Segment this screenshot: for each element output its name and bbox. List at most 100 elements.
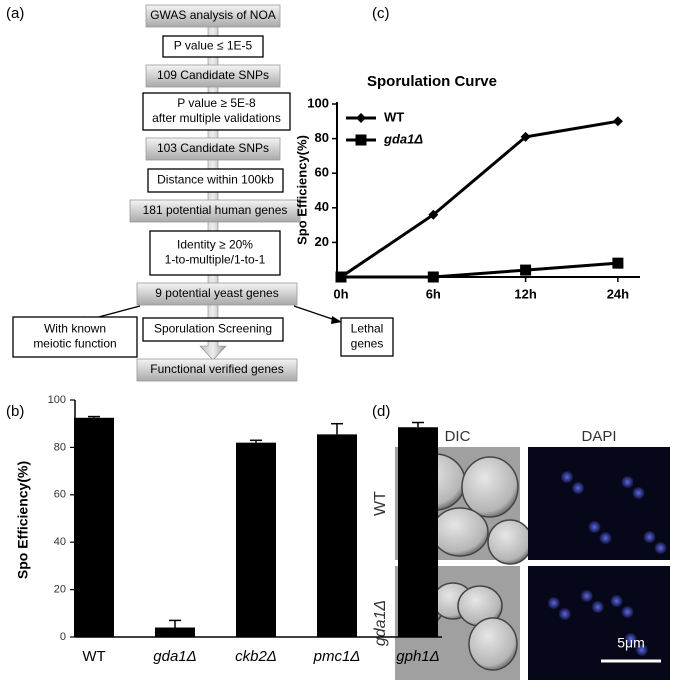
branch-text: With known bbox=[44, 322, 106, 336]
nucleus bbox=[643, 531, 656, 543]
flow-box bbox=[145, 64, 281, 88]
legend-label: gda1Δ bbox=[383, 131, 423, 146]
x-tick-label: gda1Δ bbox=[153, 648, 196, 665]
cell bbox=[431, 507, 489, 557]
y-tick-label: 80 bbox=[315, 130, 329, 145]
flow-box bbox=[145, 4, 281, 28]
flow-box bbox=[142, 317, 284, 342]
nucleus bbox=[561, 471, 573, 483]
flow-box bbox=[142, 92, 291, 131]
nucleus bbox=[621, 476, 634, 488]
x-tick-label: 0h bbox=[333, 286, 348, 301]
branch-text: genes bbox=[351, 337, 384, 351]
flowchart: GWAS analysis of NOA P value ≤ 1E-5 109 Ca… bbox=[12, 4, 394, 382]
y-tick-label: 0 bbox=[60, 631, 66, 643]
flow-text: Identity ≥ 20% bbox=[177, 238, 253, 252]
x-tick-label: 24h bbox=[607, 286, 629, 301]
flow-box bbox=[147, 168, 284, 193]
flow-text: 9 potential yeast genes bbox=[155, 286, 278, 300]
bar bbox=[236, 442, 276, 637]
panel-label: (a) bbox=[6, 5, 24, 22]
branch-text: meiotic function bbox=[33, 337, 116, 351]
nucleus bbox=[599, 532, 612, 544]
point bbox=[612, 257, 624, 269]
flow-box bbox=[136, 282, 298, 306]
bar bbox=[74, 417, 114, 637]
x-tick-label: 12h bbox=[514, 286, 536, 301]
series-line bbox=[341, 261, 619, 279]
cell bbox=[461, 456, 519, 518]
nucleus bbox=[610, 595, 623, 607]
bar bbox=[398, 427, 438, 637]
dapi-image bbox=[528, 566, 670, 680]
flow-text: 181 potential human genes bbox=[143, 203, 288, 217]
y-tick-label: 40 bbox=[315, 199, 329, 214]
flow-box bbox=[149, 230, 281, 276]
branch-arrow bbox=[293, 305, 339, 322]
point bbox=[520, 264, 532, 276]
flow-text: Sporulation Screening bbox=[154, 322, 272, 336]
chart-title: Sporulation Curve bbox=[367, 73, 497, 90]
branch-box bbox=[12, 316, 138, 358]
point bbox=[612, 116, 623, 127]
nucleus bbox=[635, 644, 648, 656]
flow-text: GWAS analysis of NOA bbox=[150, 8, 276, 22]
bar bbox=[155, 627, 195, 637]
y-tick-label: 20 bbox=[315, 234, 329, 249]
point bbox=[428, 209, 439, 220]
point bbox=[520, 131, 531, 142]
branch-box bbox=[340, 317, 394, 357]
flow-text: 1-to-multiple/1-to-1 bbox=[165, 253, 266, 267]
nucleus bbox=[624, 633, 637, 645]
nucleus bbox=[572, 482, 584, 494]
y-tick-label: 60 bbox=[315, 165, 329, 180]
y-axis-label: Spo Efficiency(%) bbox=[294, 135, 309, 245]
x-tick-label: gph1Δ bbox=[396, 648, 439, 665]
flow-text: Functional verified genes bbox=[150, 362, 283, 376]
y-axis-label: Spo Efficiency(%) bbox=[15, 461, 31, 579]
flow-text: 109 Candidate SNPs bbox=[157, 68, 269, 82]
flow-text: after multiple validations bbox=[152, 111, 281, 125]
flow-box bbox=[136, 358, 298, 382]
panel-label: (d) bbox=[372, 403, 390, 420]
scale-bar-label: 5μm bbox=[617, 635, 645, 651]
nucleus bbox=[591, 601, 604, 613]
series-line bbox=[340, 119, 619, 279]
nucleus bbox=[621, 606, 634, 618]
flow-box bbox=[145, 137, 281, 161]
y-tick-label: 80 bbox=[54, 441, 66, 453]
flow-text: P value ≥ 5E-8 bbox=[177, 96, 256, 110]
flow-text: P value ≤ 1E-5 bbox=[174, 39, 253, 53]
flow-text: 103 Candidate SNPs bbox=[157, 141, 269, 155]
bar bbox=[317, 434, 357, 637]
y-tick-label: 100 bbox=[307, 95, 329, 110]
panel-label: (c) bbox=[372, 5, 390, 22]
cell bbox=[487, 519, 533, 565]
nucleus bbox=[580, 590, 593, 602]
y-tick-label: 100 bbox=[48, 394, 66, 406]
y-tick-label: 40 bbox=[54, 536, 66, 548]
arrow-head bbox=[331, 316, 342, 324]
flow-box bbox=[162, 35, 264, 58]
row-label: gda1Δ bbox=[372, 600, 389, 646]
flow-text: Distance within 100kb bbox=[157, 173, 274, 187]
branch-text: Lethal bbox=[351, 322, 384, 336]
x-tick-label: ckb2Δ bbox=[235, 648, 277, 665]
cell bbox=[468, 617, 518, 671]
panel-label: (b) bbox=[6, 403, 24, 420]
x-tick-label: pmc1Δ bbox=[313, 648, 361, 665]
point bbox=[427, 271, 439, 283]
legend-marker bbox=[356, 113, 366, 123]
flow-box bbox=[129, 199, 301, 223]
x-tick-label: 6h bbox=[426, 286, 441, 301]
column-label: DIC bbox=[445, 428, 471, 445]
column-label: DAPI bbox=[581, 428, 616, 445]
nucleus bbox=[547, 597, 560, 609]
x-tick-label: WT bbox=[82, 648, 105, 665]
legend-label: WT bbox=[384, 109, 404, 124]
y-tick-label: 60 bbox=[54, 489, 66, 501]
nucleus bbox=[632, 487, 645, 499]
legend-marker bbox=[355, 134, 367, 146]
y-tick-label: 20 bbox=[54, 584, 66, 596]
